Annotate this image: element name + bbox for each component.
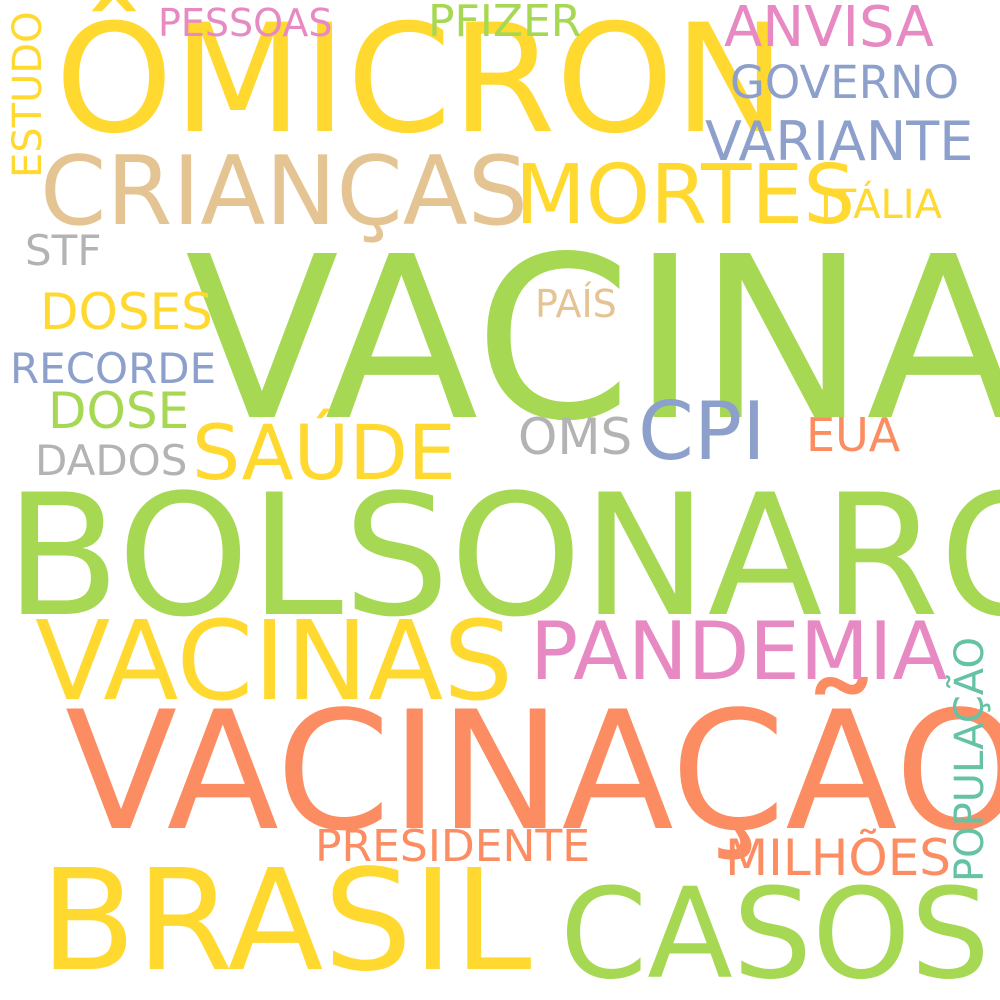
word-eua: EUA	[806, 408, 901, 462]
word-stf: STF	[25, 226, 102, 275]
word-governo: GOVERNO	[730, 56, 960, 109]
word-cpi: CPI	[638, 385, 766, 478]
word-vacina: VACINA	[185, 209, 1000, 471]
word-populacao: POPULAÇÃO	[947, 637, 993, 882]
word-criancas: CRIANÇAS	[40, 137, 529, 247]
word-omicron: ÔMICRON	[55, 0, 786, 167]
word-italia: ITÁLIA	[820, 182, 942, 228]
word-vacinacao: VACINAÇÃO	[65, 676, 1000, 867]
word-estudo: ESTUDO	[5, 11, 51, 178]
word-oms: OMS	[518, 408, 633, 466]
word-vacinas: VACINAS	[35, 597, 514, 725]
word-mortes: MORTES	[515, 148, 856, 243]
word-pandemia: PANDEMIA	[530, 605, 948, 698]
word-recorde: RECORDE	[10, 344, 217, 393]
word-pessoas: PESSOAS	[158, 1, 333, 45]
word-pfizer: PFIZER	[428, 0, 582, 47]
word-casos: CASOS	[560, 862, 990, 1000]
word-pais: PAÍS	[535, 282, 617, 326]
word-doses: DOSES	[40, 283, 213, 341]
word-brasil: BRASIL	[40, 840, 532, 1000]
word-presidente: PRESIDENTE	[315, 821, 591, 872]
word-bolsonaro: BOLSONARO	[5, 458, 1000, 654]
word-dados: DADOS	[35, 436, 188, 485]
word-anvisa: ANVISA	[724, 0, 934, 60]
word-milhoes: MILHÕES	[725, 829, 952, 887]
word-variante: VARIANTE	[705, 110, 974, 173]
word-dose: DOSE	[48, 382, 190, 440]
word-saude: SAÚDE	[192, 408, 456, 497]
